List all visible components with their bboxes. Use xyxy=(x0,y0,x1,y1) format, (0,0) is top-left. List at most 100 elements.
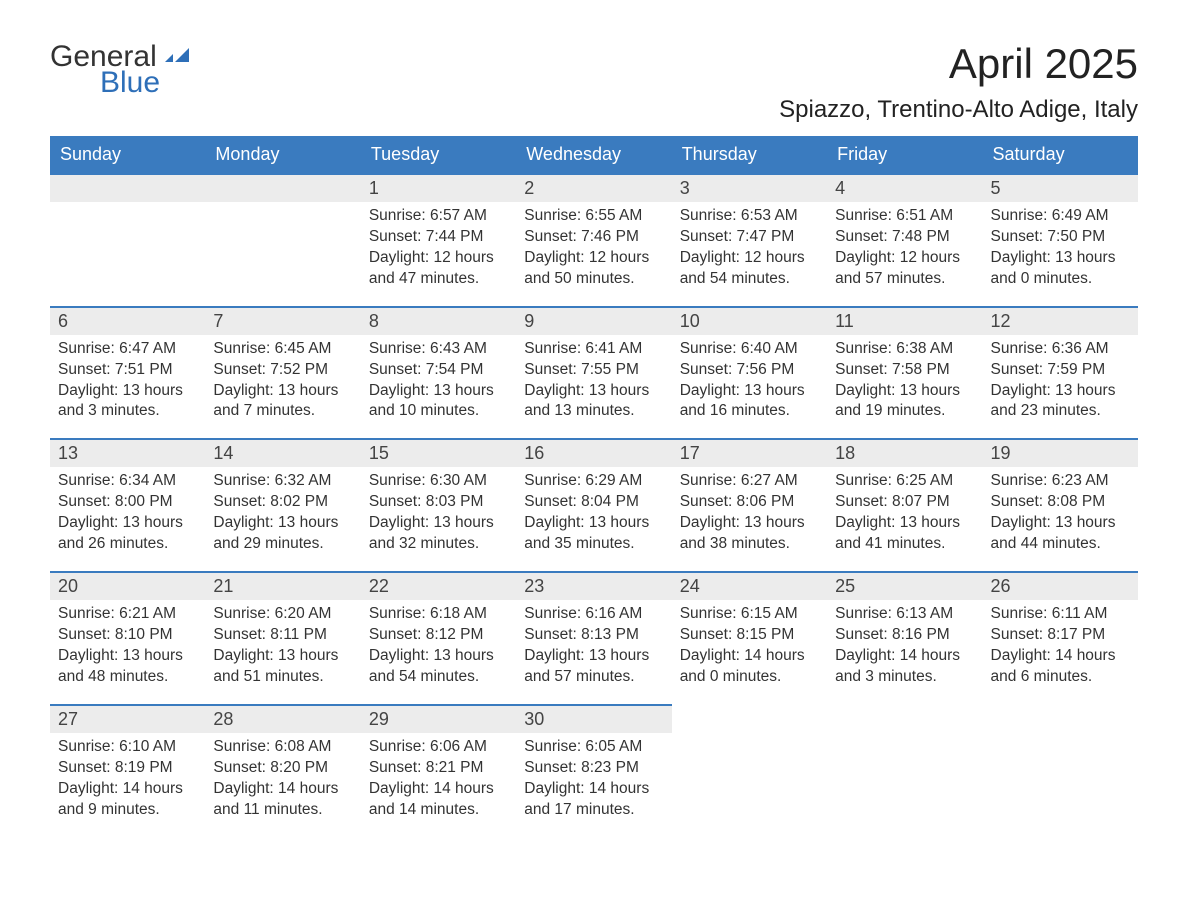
day: 1Sunrise: 6:57 AMSunset: 7:44 PMDaylight… xyxy=(361,173,516,306)
sunset-line: Sunset: 7:47 PM xyxy=(680,227,819,248)
sunrise-line: Sunrise: 6:47 AM xyxy=(58,339,197,360)
sunrise-line: Sunrise: 6:29 AM xyxy=(524,471,663,492)
day: 15Sunrise: 6:30 AMSunset: 8:03 PMDayligh… xyxy=(361,438,516,571)
day: 4Sunrise: 6:51 AMSunset: 7:48 PMDaylight… xyxy=(827,173,982,306)
daylight-line: Daylight: 13 hours and 32 minutes. xyxy=(369,513,508,555)
day: 11Sunrise: 6:38 AMSunset: 7:58 PMDayligh… xyxy=(827,306,982,439)
day-content: Sunrise: 6:29 AMSunset: 8:04 PMDaylight:… xyxy=(516,467,671,571)
sunrise-line: Sunrise: 6:49 AM xyxy=(991,206,1130,227)
weekday-header: Wednesday xyxy=(516,136,671,173)
day: 6Sunrise: 6:47 AMSunset: 7:51 PMDaylight… xyxy=(50,306,205,439)
day-number: 15 xyxy=(361,440,516,467)
sunrise-line: Sunrise: 6:45 AM xyxy=(213,339,352,360)
day-content: Sunrise: 6:08 AMSunset: 8:20 PMDaylight:… xyxy=(205,733,360,837)
day-number: 10 xyxy=(672,308,827,335)
weekday-header: Tuesday xyxy=(361,136,516,173)
sunset-line: Sunset: 8:21 PM xyxy=(369,758,508,779)
day: 25Sunrise: 6:13 AMSunset: 8:16 PMDayligh… xyxy=(827,571,982,704)
title-block: April 2025 Spiazzo, Trentino-Alto Adige,… xyxy=(779,40,1138,124)
sunrise-line: Sunrise: 6:53 AM xyxy=(680,206,819,227)
day-content: Sunrise: 6:36 AMSunset: 7:59 PMDaylight:… xyxy=(983,335,1138,439)
day-cell: 3 Sunrise: 6:53 AMSunset: 7:47 PMDaylight… xyxy=(672,173,827,306)
sunrise-line: Sunrise: 6:10 AM xyxy=(58,737,197,758)
day-cell: 21Sunrise: 6:20 AMSunset: 8:11 PMDayligh… xyxy=(205,571,360,704)
sunset-line: Sunset: 7:46 PM xyxy=(524,227,663,248)
day: 13Sunrise: 6:34 AMSunset: 8:00 PMDayligh… xyxy=(50,438,205,571)
day-cell xyxy=(205,173,360,306)
empty-day xyxy=(50,173,205,202)
sunrise-line: Sunrise: 6:43 AM xyxy=(369,339,508,360)
daylight-line: Daylight: 13 hours and 10 minutes. xyxy=(369,381,508,423)
day-cell: 5Sunrise: 6:49 AMSunset: 7:50 PMDaylight… xyxy=(983,173,1138,306)
day-number: 22 xyxy=(361,573,516,600)
day-cell xyxy=(672,704,827,837)
day-number: 8 xyxy=(361,308,516,335)
daylight-line: Daylight: 13 hours and 48 minutes. xyxy=(58,646,197,688)
day-number: 21 xyxy=(205,573,360,600)
sunrise-line: Sunrise: 6:27 AM xyxy=(680,471,819,492)
day-cell xyxy=(827,704,982,837)
sunrise-line: Sunrise: 6:08 AM xyxy=(213,737,352,758)
day-cell: 11Sunrise: 6:38 AMSunset: 7:58 PMDayligh… xyxy=(827,306,982,439)
day-number: 28 xyxy=(205,706,360,733)
day-number: 20 xyxy=(50,573,205,600)
day-number: 24 xyxy=(672,573,827,600)
weekday-header: Saturday xyxy=(983,136,1138,173)
sunset-line: Sunset: 8:07 PM xyxy=(835,492,974,513)
day: 17Sunrise: 6:27 AMSunset: 8:06 PMDayligh… xyxy=(672,438,827,571)
daylight-line: Daylight: 14 hours and 17 minutes. xyxy=(524,779,663,821)
day: 5Sunrise: 6:49 AMSunset: 7:50 PMDaylight… xyxy=(983,173,1138,306)
day-cell: 19Sunrise: 6:23 AMSunset: 8:08 PMDayligh… xyxy=(983,438,1138,571)
day-cell: 26Sunrise: 6:11 AMSunset: 8:17 PMDayligh… xyxy=(983,571,1138,704)
day-number: 18 xyxy=(827,440,982,467)
sunset-line: Sunset: 7:54 PM xyxy=(369,360,508,381)
day-content: Sunrise: 6:15 AMSunset: 8:15 PMDaylight:… xyxy=(672,600,827,704)
day-number: 2 xyxy=(516,175,671,202)
day-content: Sunrise: 6:16 AMSunset: 8:13 PMDaylight:… xyxy=(516,600,671,704)
daylight-line: Daylight: 14 hours and 9 minutes. xyxy=(58,779,197,821)
sunset-line: Sunset: 8:23 PM xyxy=(524,758,663,779)
day-number: 12 xyxy=(983,308,1138,335)
day-number: 27 xyxy=(50,706,205,733)
day-number-empty xyxy=(205,175,360,202)
day-cell: 25Sunrise: 6:13 AMSunset: 8:16 PMDayligh… xyxy=(827,571,982,704)
day-content: Sunrise: 6:45 AMSunset: 7:52 PMDaylight:… xyxy=(205,335,360,439)
day-cell: 18Sunrise: 6:25 AMSunset: 8:07 PMDayligh… xyxy=(827,438,982,571)
day-number: 6 xyxy=(50,308,205,335)
day-cell: 15Sunrise: 6:30 AMSunset: 8:03 PMDayligh… xyxy=(361,438,516,571)
day: 20Sunrise: 6:21 AMSunset: 8:10 PMDayligh… xyxy=(50,571,205,704)
sunset-line: Sunset: 8:16 PM xyxy=(835,625,974,646)
day-content: Sunrise: 6:32 AMSunset: 8:02 PMDaylight:… xyxy=(205,467,360,571)
daylight-line: Daylight: 13 hours and 7 minutes. xyxy=(213,381,352,423)
daylight-line: Daylight: 13 hours and 57 minutes. xyxy=(524,646,663,688)
day: 16Sunrise: 6:29 AMSunset: 8:04 PMDayligh… xyxy=(516,438,671,571)
day: 22Sunrise: 6:18 AMSunset: 8:12 PMDayligh… xyxy=(361,571,516,704)
sunrise-line: Sunrise: 6:30 AM xyxy=(369,471,508,492)
day-number: 5 xyxy=(983,175,1138,202)
day-number: 3 xyxy=(672,175,827,202)
calendar-table: Sunday Monday Tuesday Wednesday Thursday… xyxy=(50,136,1138,836)
logo-flag-icon xyxy=(165,46,197,71)
day-cell: 27Sunrise: 6:10 AMSunset: 8:19 PMDayligh… xyxy=(50,704,205,837)
day-cell: 9Sunrise: 6:41 AMSunset: 7:55 PMDaylight… xyxy=(516,306,671,439)
sunset-line: Sunset: 8:10 PM xyxy=(58,625,197,646)
daylight-line: Daylight: 13 hours and 0 minutes. xyxy=(991,248,1130,290)
daylight-line: Daylight: 12 hours and 54 minutes. xyxy=(680,248,819,290)
sunset-line: Sunset: 7:51 PM xyxy=(58,360,197,381)
sunset-line: Sunset: 8:13 PM xyxy=(524,625,663,646)
sunrise-line: Sunrise: 6:32 AM xyxy=(213,471,352,492)
daylight-line: Daylight: 14 hours and 0 minutes. xyxy=(680,646,819,688)
week-row: 27Sunrise: 6:10 AMSunset: 8:19 PMDayligh… xyxy=(50,704,1138,837)
sunrise-line: Sunrise: 6:51 AM xyxy=(835,206,974,227)
day-content: Sunrise: 6:38 AMSunset: 7:58 PMDaylight:… xyxy=(827,335,982,439)
day: 21Sunrise: 6:20 AMSunset: 8:11 PMDayligh… xyxy=(205,571,360,704)
logo: General Blue xyxy=(50,40,197,100)
day-number: 11 xyxy=(827,308,982,335)
day-number: 23 xyxy=(516,573,671,600)
month-title: April 2025 xyxy=(779,40,1138,88)
day: 19Sunrise: 6:23 AMSunset: 8:08 PMDayligh… xyxy=(983,438,1138,571)
day-cell: 30Sunrise: 6:05 AMSunset: 8:23 PMDayligh… xyxy=(516,704,671,837)
sunrise-line: Sunrise: 6:41 AM xyxy=(524,339,663,360)
day-cell: 1Sunrise: 6:57 AMSunset: 7:44 PMDaylight… xyxy=(361,173,516,306)
sunset-line: Sunset: 7:55 PM xyxy=(524,360,663,381)
